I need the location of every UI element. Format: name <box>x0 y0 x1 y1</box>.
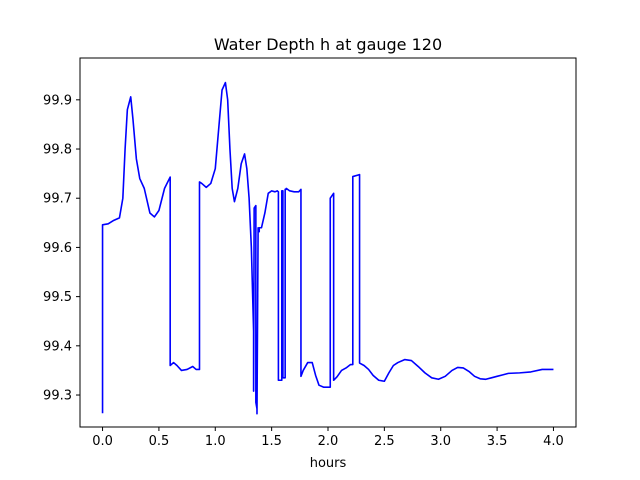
y-tick-label: 99.8 <box>43 143 72 158</box>
x-tick-label: 0.5 <box>149 434 170 449</box>
y-tick-label: 99.4 <box>43 339 72 354</box>
y-tick-label: 99.9 <box>43 93 72 108</box>
plot-frame <box>79 57 577 428</box>
x-tick-label: 2.5 <box>374 434 395 449</box>
x-tick-label: 1.0 <box>205 434 226 449</box>
series-layer <box>101 81 554 415</box>
x-tick-label: 4.0 <box>543 434 564 449</box>
x-tick-label: 3.5 <box>487 434 508 449</box>
y-tick-label: 99.6 <box>43 241 72 256</box>
x-tick-label: 3.0 <box>430 434 451 449</box>
x-tick-label: 2.0 <box>318 434 339 449</box>
tick-layer: 0.0 0.5 1.0 1.5 2.0 2.5 3.0 3.5 4.0 99.3 99.4 99.5 9… <box>43 93 564 449</box>
y-tick-label: 99.5 <box>43 290 72 305</box>
x-tick-label: 1.5 <box>261 434 282 449</box>
y-tick-label: 99.7 <box>43 192 72 207</box>
series-line-0 <box>101 81 554 415</box>
y-tick-label: 99.3 <box>43 389 72 404</box>
chart-title: Water Depth h at gauge 120 <box>214 35 442 54</box>
x-axis-label: hours <box>310 456 347 471</box>
x-tick-label: 0.0 <box>92 434 113 449</box>
